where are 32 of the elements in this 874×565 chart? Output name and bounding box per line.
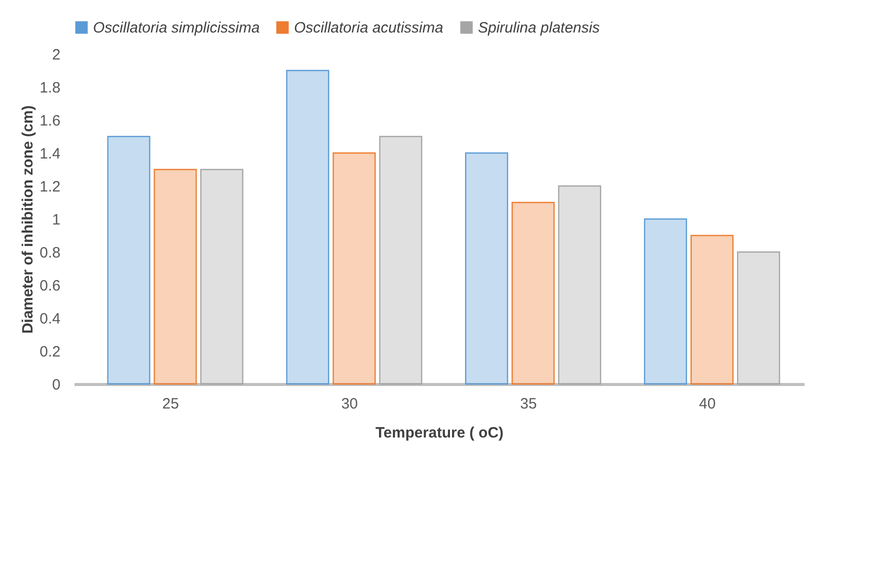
bar	[154, 168, 197, 385]
x-tick-label: 25	[162, 396, 179, 412]
bar	[286, 70, 330, 385]
y-tick-label: 0.4	[40, 310, 60, 328]
legend-label: Oscillatoria simplicissima	[93, 20, 260, 37]
y-tick-label: 1.2	[40, 178, 60, 196]
y-tick-label: 1	[52, 212, 60, 228]
bar	[558, 185, 602, 385]
y-tick-label: 0.8	[40, 244, 60, 262]
bar	[200, 168, 244, 385]
x-tick-label: 30	[341, 396, 358, 412]
bar	[737, 251, 780, 385]
y-tick-label: 0	[52, 376, 60, 394]
bar	[465, 152, 508, 385]
bar	[332, 152, 376, 385]
x-axis-title: Temperature ( oC)	[375, 424, 504, 442]
legend-label: Oscillatoria acutissima	[294, 20, 444, 37]
bar	[690, 234, 734, 385]
bar	[512, 202, 555, 385]
y-tick-label: 1.6	[40, 112, 60, 130]
x-tick-label: 40	[699, 396, 716, 412]
x-tick-label: 35	[520, 396, 537, 412]
bar	[107, 136, 150, 385]
bar	[379, 136, 422, 385]
y-tick-label: 0.2	[40, 344, 60, 360]
y-tick-label: 1.8	[40, 80, 60, 96]
y-axis-title: Diameter of inhibition zone (cm)	[20, 105, 37, 334]
y-tick-label: 1.4	[40, 146, 60, 162]
y-tick-label: 0.6	[40, 278, 60, 294]
bar	[644, 218, 688, 385]
y-tick-label: 2	[52, 46, 60, 64]
legend-label: Spirulina platensis	[478, 20, 600, 37]
